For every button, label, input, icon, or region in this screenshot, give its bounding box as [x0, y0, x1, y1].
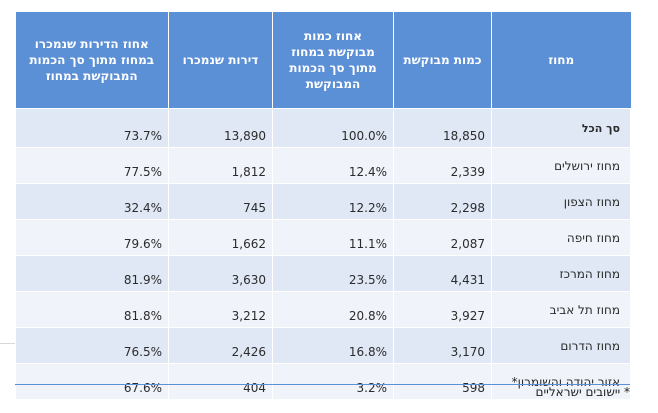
requested-pct-cell: 16.8%: [272, 327, 394, 364]
sold-pct-cell: 77.5%: [15, 147, 169, 184]
sold-pct-cell: 32.4%: [15, 183, 169, 220]
sold-pct-cell: 81.8%: [15, 291, 169, 328]
requested-quantity-cell: 3,927: [393, 291, 492, 328]
header-requested-quantity: כמות מבוקשת: [393, 12, 492, 109]
region-cell: מחוז הצפון: [491, 183, 631, 220]
requested-pct-cell: 3.2%: [272, 363, 394, 399]
header-sold-pct: אחוז הדירות שנמכרו במחוז מתוך סך הכמות ה…: [15, 12, 169, 109]
footnote: * יישובים ישראליים: [535, 385, 630, 399]
sold-pct-cell: 79.6%: [15, 219, 169, 256]
table-row: 79.6% 1,662 11.1% 2,087 מחוז חיפה: [15, 219, 631, 256]
header-region: מחוז: [491, 12, 631, 109]
region-cell: מחוז המרכז: [491, 255, 631, 292]
requested-quantity-cell: 2,087: [393, 219, 492, 256]
table-bottom-border: [15, 384, 630, 385]
region-cell: מחוז תל אביב: [491, 291, 631, 328]
requested-pct-cell: 12.4%: [272, 147, 394, 184]
requested-quantity-cell: 2,339: [393, 147, 492, 184]
requested-quantity-cell: 2,298: [393, 183, 492, 220]
divider-line: [0, 343, 15, 344]
requested-pct-cell: 20.8%: [272, 291, 394, 328]
data-table-container: אחוז הדירות שנמכרו במחוז מתוך סך הכמות ה…: [15, 12, 631, 399]
sold-pct-cell: 76.5%: [15, 327, 169, 364]
region-cell: מחוז חיפה: [491, 219, 631, 256]
apartments-sold-cell: 2,426: [168, 327, 273, 364]
region-cell: מחוז ירושלים: [491, 147, 631, 184]
requested-quantity-cell: 3,170: [393, 327, 492, 364]
sales-table: אחוז הדירות שנמכרו במחוז מתוך סך הכמות ה…: [15, 12, 631, 399]
region-cell: סך הכל: [491, 108, 631, 148]
sold-pct-cell: 81.9%: [15, 255, 169, 292]
table-row: 81.9% 3,630 23.5% 4,431 מחוז המרכז: [15, 255, 631, 292]
requested-quantity-cell: 4,431: [393, 255, 492, 292]
requested-quantity-cell: 18,850: [393, 108, 492, 148]
apartments-sold-cell: 3,212: [168, 291, 273, 328]
region-cell: מחוז הדרום: [491, 327, 631, 364]
requested-pct-cell: 12.2%: [272, 183, 394, 220]
table-row: 76.5% 2,426 16.8% 3,170 מחוז הדרום: [15, 327, 631, 364]
header-requested-pct: אחוז כמות מבוקשת במחוז מתוך סך הכמות המב…: [272, 12, 394, 109]
apartments-sold-cell: 404: [168, 363, 273, 399]
apartments-sold-cell: 1,662: [168, 219, 273, 256]
requested-quantity-cell: 598: [393, 363, 492, 399]
sold-pct-cell: 73.7%: [15, 108, 169, 148]
sold-pct-cell: 67.6%: [15, 363, 169, 399]
apartments-sold-cell: 3,630: [168, 255, 273, 292]
header-row: אחוז הדירות שנמכרו במחוז מתוך סך הכמות ה…: [15, 12, 631, 109]
header-apartments-sold: דירות שנמכרו: [168, 12, 273, 109]
requested-pct-cell: 11.1%: [272, 219, 394, 256]
total-row: 73.7% 13,890 100.0% 18,850 סך הכל: [15, 108, 631, 148]
apartments-sold-cell: 1,812: [168, 147, 273, 184]
requested-pct-cell: 23.5%: [272, 255, 394, 292]
apartments-sold-cell: 745: [168, 183, 273, 220]
region-cell: אזור יהודה והשומרון*: [491, 363, 631, 399]
table-row: 67.6% 404 3.2% 598 אזור יהודה והשומרון*: [15, 363, 631, 399]
requested-pct-cell: 100.0%: [272, 108, 394, 148]
table-row: 77.5% 1,812 12.4% 2,339 מחוז ירושלים: [15, 147, 631, 184]
table-row: 32.4% 745 12.2% 2,298 מחוז הצפון: [15, 183, 631, 220]
apartments-sold-cell: 13,890: [168, 108, 273, 148]
table-row: 81.8% 3,212 20.8% 3,927 מחוז תל אביב: [15, 291, 631, 328]
